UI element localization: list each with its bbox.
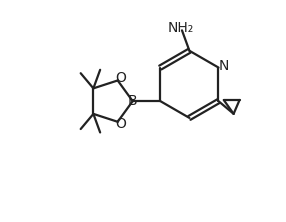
- Text: B: B: [128, 94, 138, 108]
- Text: O: O: [115, 117, 126, 131]
- Text: N: N: [218, 59, 229, 73]
- Text: NH₂: NH₂: [168, 22, 194, 36]
- Text: O: O: [115, 71, 126, 85]
